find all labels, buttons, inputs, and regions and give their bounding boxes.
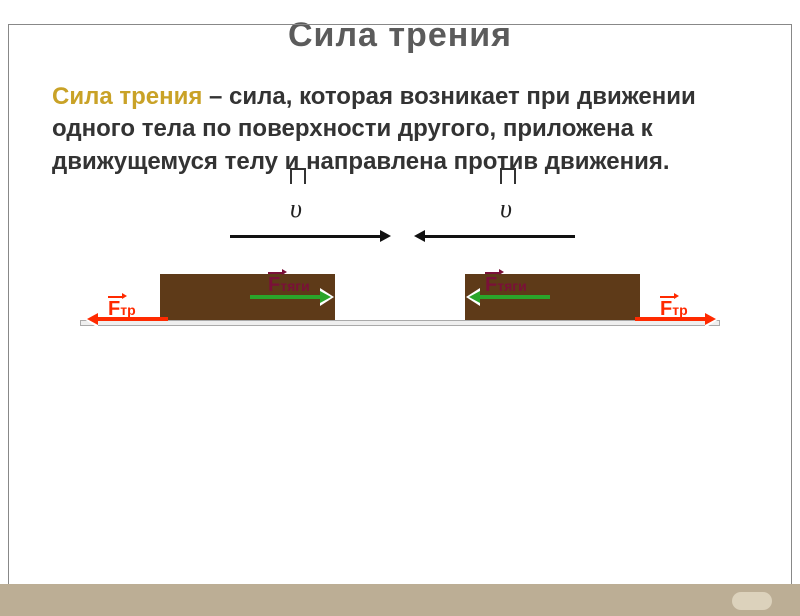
left-pull-label: Fтяги — [268, 274, 310, 297]
velocity-bracket-left — [290, 168, 306, 184]
right-velocity-label: υ — [500, 194, 512, 224]
footer-bar — [0, 584, 800, 616]
footer-pill — [732, 592, 772, 610]
diagram-area: υ Fтяги Fтр υ Fтяг — [80, 196, 720, 366]
velocity-bracket-right — [500, 168, 516, 184]
left-velocity-label: υ — [290, 194, 302, 224]
right-friction-label: Fтр — [660, 298, 688, 321]
surface-line — [80, 320, 720, 326]
right-pull-label: Fтяги — [485, 274, 527, 297]
left-friction-label: Fтр — [108, 298, 136, 321]
